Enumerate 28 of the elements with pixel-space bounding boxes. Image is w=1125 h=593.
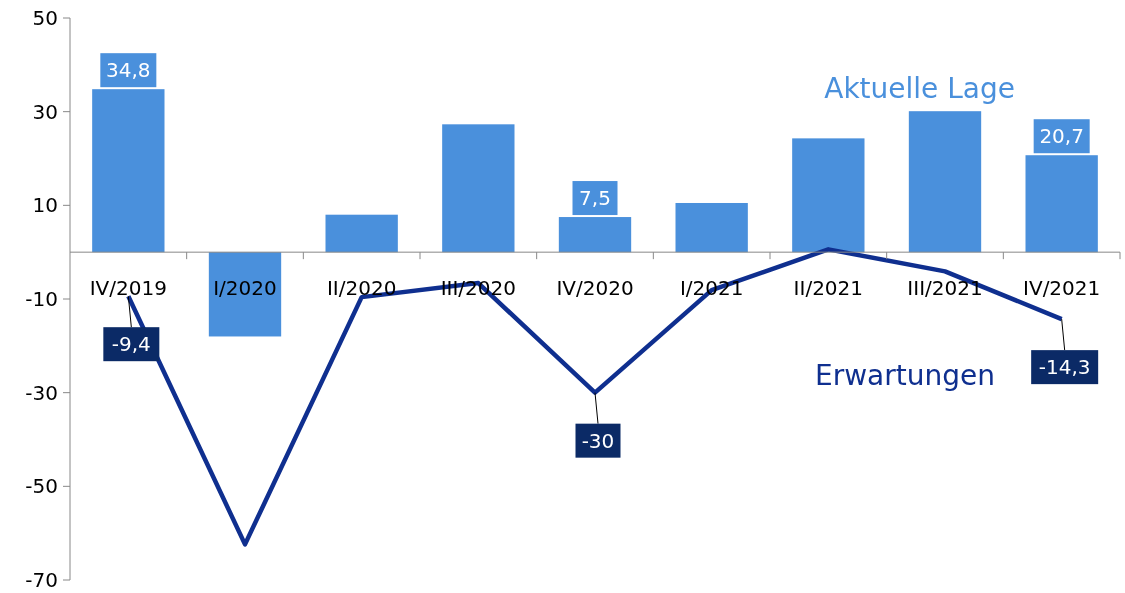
x-tick-label: IV/2021	[1023, 276, 1101, 301]
y-tick-label: 10	[32, 193, 58, 218]
x-tick-label: II/2020	[326, 276, 397, 301]
x-tick-label: IV/2020	[556, 276, 634, 301]
bar	[792, 138, 865, 253]
y-tick-label: -70	[25, 568, 58, 592]
data-label: -14,3	[1038, 355, 1091, 380]
y-tick-label: -50	[25, 474, 58, 499]
bar	[208, 252, 282, 337]
bar	[675, 202, 748, 253]
x-tick-label: I/2020	[213, 276, 277, 301]
bar	[442, 124, 515, 253]
data-label: 34,8	[106, 58, 151, 83]
x-tick-label: IV/2019	[89, 276, 167, 301]
y-tick-label: -30	[25, 380, 58, 405]
x-tick-label: II/2021	[793, 276, 864, 301]
bar	[325, 214, 398, 253]
data-label: -30	[581, 428, 615, 453]
y-tick-label: 30	[32, 99, 58, 124]
data-label: 20,7	[1039, 124, 1084, 149]
text: Erwartungen	[815, 359, 995, 392]
y-tick-label: -10	[25, 287, 58, 311]
x-tick-label: III/2021	[907, 276, 983, 301]
y-tick-label: 50	[32, 6, 58, 30]
series-label: Aktuelle Lage	[824, 72, 1015, 105]
bar	[908, 111, 982, 253]
data-label: 7,5	[579, 186, 611, 211]
data-label: -9,4	[111, 332, 151, 357]
